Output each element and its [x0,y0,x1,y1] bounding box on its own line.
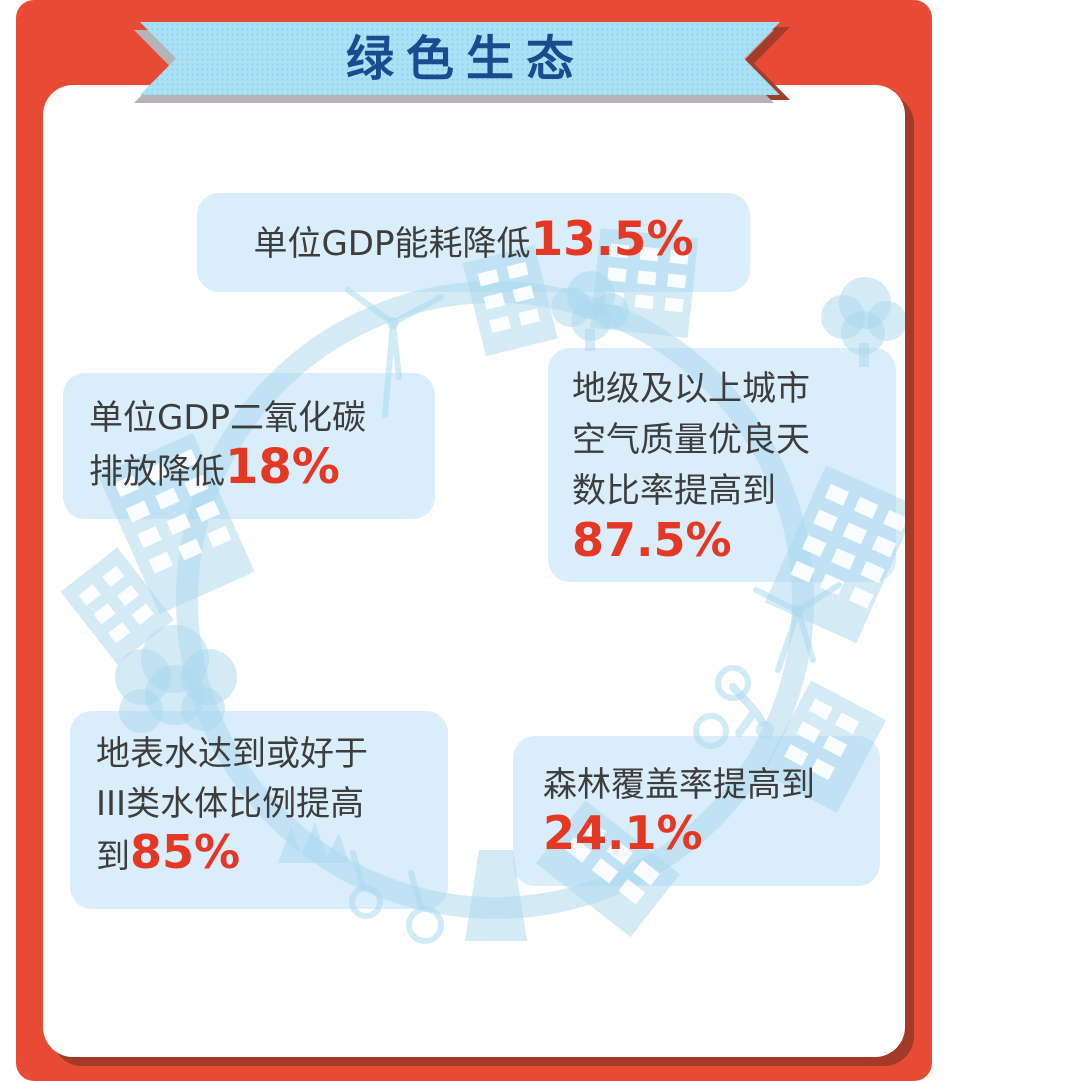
stat-value: 87.5% [572,513,732,567]
stat-label: 到 [96,837,130,877]
cyclist-icon [693,665,774,749]
stat-card-energy: 单位GDP能耗降低 13.5% [197,193,750,292]
stat-label: 单位GDP能耗降低 [253,224,531,264]
page-title: 绿色生态 [345,30,586,87]
stat-label: 地级及以上城市 [572,369,810,409]
stat-label: 空气质量优良天 [572,420,810,460]
stat-value: 85% [130,825,241,879]
stat-card-water: 地表水达到或好于 III类水体比例提高 到85% [70,711,448,909]
stat-card-forest: 森林覆盖率提高到 24.1% [513,736,880,886]
building-icon [60,547,174,665]
stat-text-energy: 单位GDP能耗降低 13.5% [253,216,693,269]
title-banner: 绿色生态 [140,22,780,95]
stat-text-forest: 森林覆盖率提高到 24.1% [513,736,880,863]
stat-text-carbon: 单位GDP二氧化碳 排放降低18% [63,373,435,497]
stat-value: 24.1% [543,806,703,860]
stat-label: III类水体比例提高 [96,784,365,824]
content-card: 单位GDP能耗降低 13.5% 单位GDP二氧化碳 排放降低18% 地级及以上城市… [43,85,905,1057]
stat-text-water: 地表水达到或好于 III类水体比例提高 到85% [70,711,448,882]
stat-label: 森林覆盖率提高到 [543,765,815,805]
stat-label: 单位GDP二氧化碳 [89,398,367,438]
stat-value: 13.5% [530,212,694,267]
stat-label: 排放降低 [89,452,225,492]
stat-card-carbon: 单位GDP二氧化碳 排放降低18% [63,373,435,519]
stat-label: 地表水达到或好于 [96,734,368,774]
stat-label: 数比率提高到 [572,471,776,511]
stat-value: 18% [225,439,340,495]
wind-turbine-icon [753,582,842,673]
stat-card-air: 地级及以上城市 空气质量优良天 数比率提高到 87.5% [548,348,896,582]
stat-text-air: 地级及以上城市 空气质量优良天 数比率提高到 87.5% [548,348,896,571]
